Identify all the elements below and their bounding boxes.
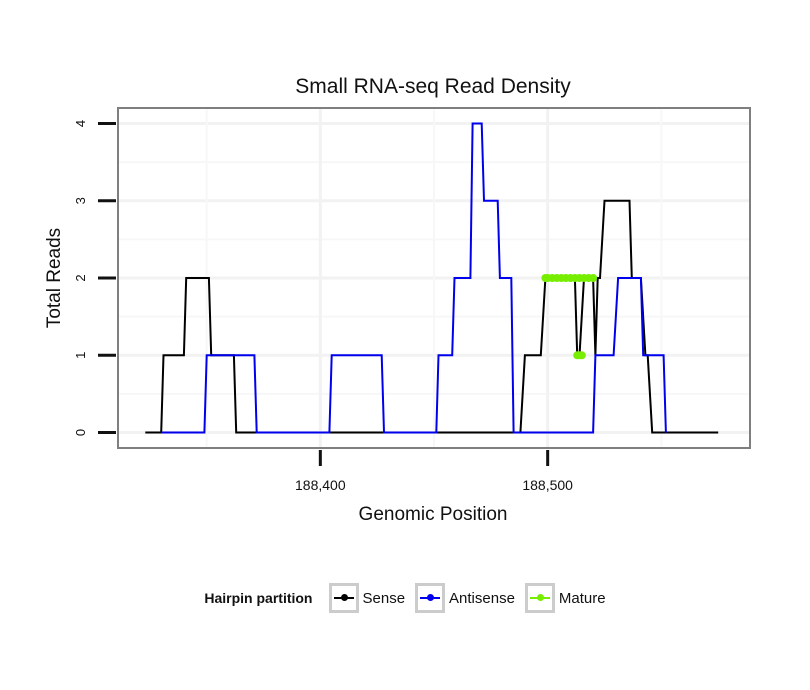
y-tick-label: 4 [73, 120, 88, 127]
legend: Hairpin partition Sense Antisense Mature [0, 580, 810, 616]
series-line-antisense [161, 122, 667, 434]
legend-point-mature [536, 594, 544, 601]
legend-key-mature [524, 583, 555, 613]
y-tick-label: 1 [73, 352, 88, 359]
legend-key-sense [328, 583, 359, 613]
plot-panel-border [117, 107, 751, 449]
legend-title: Hairpin partition [204, 590, 313, 606]
y-axis-label: Total Reads [44, 228, 65, 328]
axes: 0 1 2 3 4 188,400 188,500 [73, 120, 573, 493]
y-tick-label: 2 [73, 274, 88, 281]
legend-entry-antisense: Antisense [415, 583, 515, 613]
y-tick-label: 3 [73, 197, 88, 204]
legend-entry-mature: Mature [524, 583, 606, 613]
data-point-mature [577, 351, 586, 360]
legend-label-antisense: Antisense [449, 589, 515, 607]
y-tick-label: 0 [73, 429, 88, 436]
legend-point-sense [340, 594, 348, 601]
legend-label-sense: Sense [362, 589, 406, 607]
legend-entry-sense: Sense [328, 583, 406, 613]
x-tick-label: 188,500 [522, 477, 573, 493]
legend-label-mature: Mature [558, 589, 606, 607]
legend-key-antisense [415, 583, 446, 613]
x-axis-label: Genomic Position [359, 504, 508, 525]
data-series [145, 122, 719, 434]
x-tick-label: 188,400 [295, 477, 346, 493]
legend-point-antisense [427, 594, 435, 601]
chart-title: Small RNA-seq Read Density [295, 75, 571, 98]
data-point-mature [589, 274, 598, 282]
